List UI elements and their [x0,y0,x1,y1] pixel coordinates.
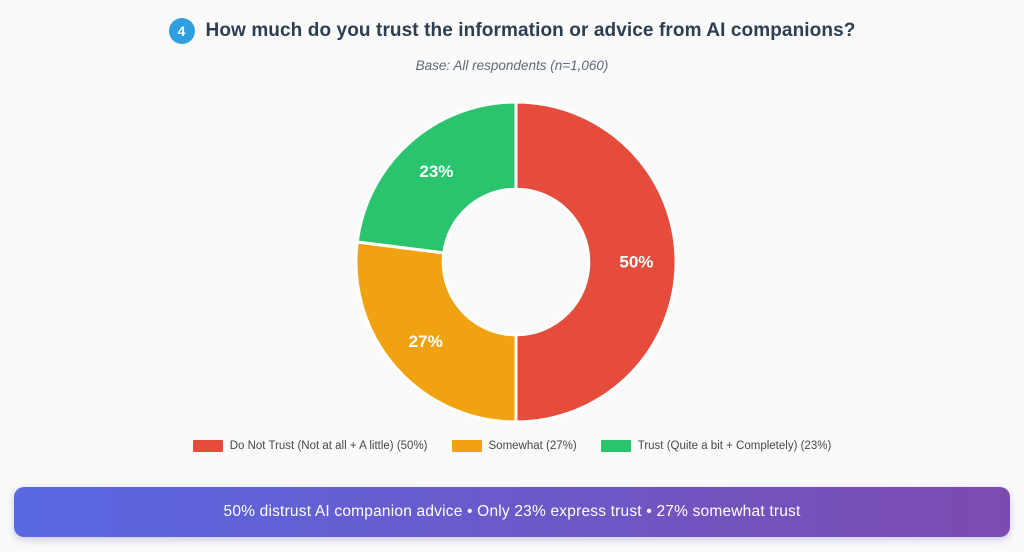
legend-swatch-icon [600,440,631,452]
legend-swatch-icon [192,440,223,452]
question-number-badge: 4 [168,18,195,44]
legend-item-1[interactable]: Somewhat (27%) [451,440,577,452]
donut-slice-2[interactable] [355,100,518,255]
slice-value-label-0: 50% [619,253,653,272]
donut-slice-1[interactable] [354,240,518,424]
question-header: 4 How much do you trust the information … [0,18,1024,44]
legend-item-0[interactable]: Do Not Trust (Not at all + A little) (50… [192,440,428,452]
donut-slice-0[interactable] [514,100,678,424]
insight-banner-text: 50% distrust AI companion advice • Only … [223,503,801,520]
insight-banner: 50% distrust AI companion advice • Only … [14,487,1010,537]
base-note: Base: All respondents (n=1,060) [415,58,609,73]
legend-label: Do Not Trust (Not at all + A little) (50… [229,440,428,452]
legend-label: Somewhat (27%) [488,440,577,452]
legend-swatch-icon [451,440,482,452]
legend-label: Trust (Quite a bit + Completely) (23%) [637,440,832,452]
chart-legend: Do Not Trust (Not at all + A little) (50… [0,440,1024,452]
donut-chart: 50% 27% 23% [354,100,678,424]
legend-item-2[interactable]: Trust (Quite a bit + Completely) (23%) [600,440,832,452]
question-title: How much do you trust the information or… [205,20,856,41]
slice-value-label-2: 23% [419,162,453,181]
slice-value-label-1: 27% [409,332,443,351]
